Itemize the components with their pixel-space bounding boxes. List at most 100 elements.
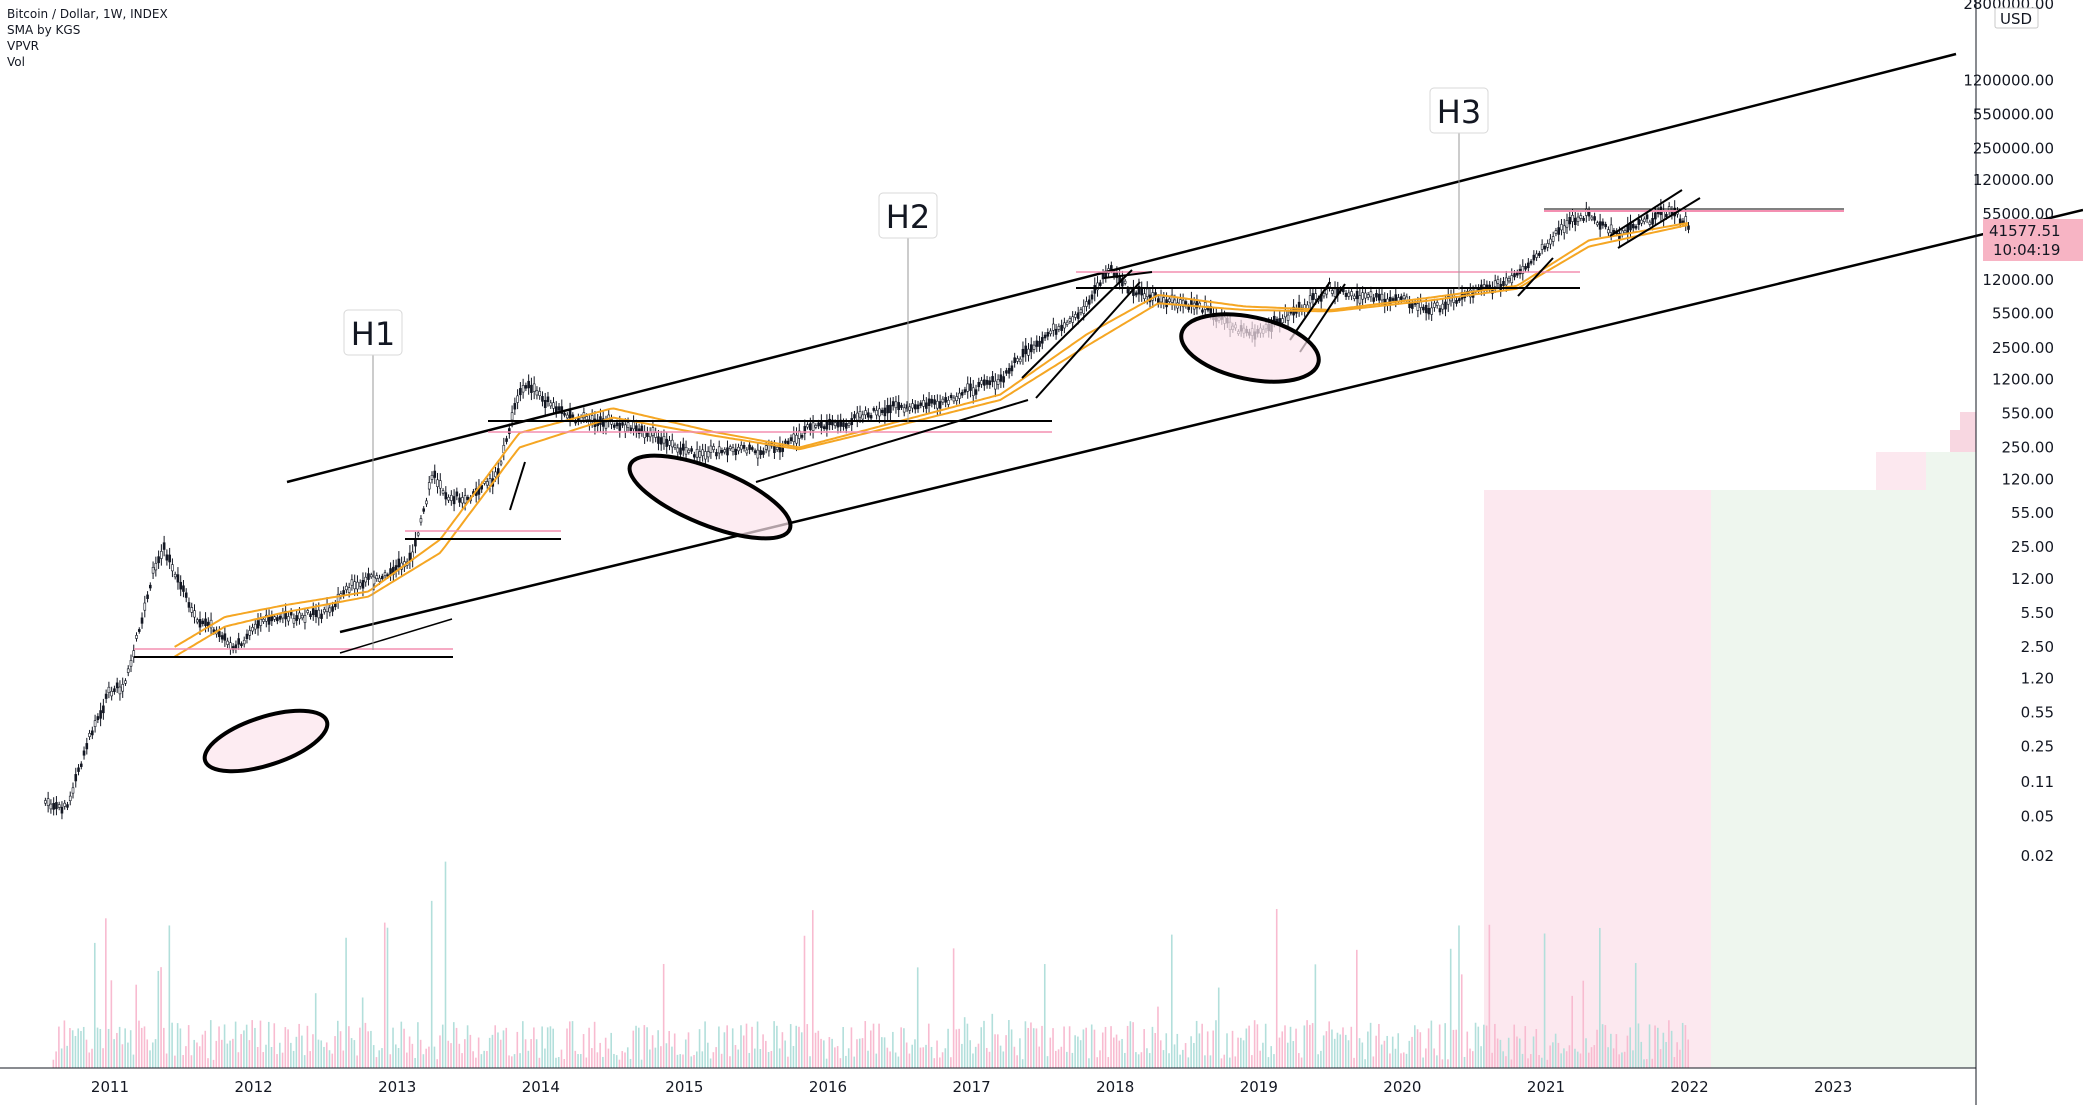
volume-bar [1016,1055,1018,1068]
candle-body [530,384,533,393]
time-axis[interactable]: 2011 2012 2013 2014 2015 2016 2017 2018 2019 2020… [91,1078,1852,1096]
volume-bar [593,1021,596,1068]
volume-bar [864,1021,867,1068]
candle-body [648,431,652,438]
sma-lines [174,222,1689,658]
candle-body [1604,223,1607,228]
volume-bar [599,1042,601,1068]
volume-bar [1604,1025,1607,1068]
candle-body [1016,358,1019,362]
candle-body [1515,272,1519,276]
candle-body [1057,326,1061,330]
candle-body [1527,262,1530,269]
volume-bar [753,1048,756,1068]
volume-bar [568,1021,571,1068]
candle-body [1060,324,1063,331]
candle-body [140,617,144,624]
volume-bar [1107,1057,1110,1068]
volume-bar [549,1026,552,1068]
candle-body [356,581,359,590]
time-tick-label: 2021 [1527,1078,1565,1096]
candle-body [1101,273,1105,280]
candle-body [963,389,967,393]
volume-bar [1245,1028,1248,1068]
candle-body [1496,279,1500,284]
indicator-sma[interactable]: SMA by KGS [7,23,81,37]
volume-bar [1170,934,1173,1068]
volume-bar [610,1032,612,1068]
volume-bar [1176,1033,1179,1068]
candle-body [1308,295,1312,304]
currency-box[interactable] [1994,7,2039,29]
indicator-vpvr[interactable]: VPVR [7,39,39,53]
volume-bar [350,1038,353,1068]
volume-bar [381,1048,383,1068]
volume-bar [1215,1020,1217,1068]
volume-bar [1270,1046,1272,1068]
candle-body [936,400,939,409]
volume-bar [740,1025,742,1068]
candle-body [1576,216,1580,222]
volume-bar [900,1027,902,1068]
candle-body [568,410,572,419]
candle-body [1005,370,1008,374]
volume-bar [1008,1020,1010,1068]
candle-body [173,573,177,578]
volume-bar [955,1029,958,1068]
volume-bar [961,1043,963,1068]
volume-bar [1124,1052,1126,1068]
h2-label: H2 [886,198,930,236]
candle-body [922,400,925,407]
volume-bar [317,1039,320,1068]
price-tick-label: 0.05 [2021,807,2054,825]
volume-bar [102,1048,104,1068]
candle-body [1380,293,1384,301]
candle-body [1375,293,1378,298]
symbol-title[interactable]: Bitcoin / Dollar, 1W, INDEX [7,7,168,21]
volume-bar [1057,1049,1060,1068]
volume-bar [1344,1034,1347,1068]
candle-body [146,594,149,599]
indicator-vol[interactable]: Vol [7,55,25,69]
volume-bar [1046,1056,1049,1068]
volume-bar [1320,1050,1322,1068]
volume-bar [1262,1042,1264,1068]
volume-bar [1212,1030,1215,1068]
volume-bar [1090,1024,1093,1068]
candle-body [726,447,729,456]
volume-bar [414,1057,416,1068]
candle-body [1353,295,1356,299]
volume-bar [1068,1026,1071,1068]
volume-bar [952,948,955,1068]
candle-body [44,800,47,804]
candle-body [933,399,936,405]
candle-body [759,450,762,455]
candle-body [549,402,553,407]
price-axis[interactable]: 2800000.001200000.00550000.00250000.0012… [1963,0,2054,865]
volume-bar [154,1039,157,1068]
volume-bar [1471,1051,1474,1068]
candle-body [1543,245,1547,250]
volume-bar [1499,1039,1502,1068]
volume-bar [1590,1047,1593,1068]
volume-bar [356,1055,358,1068]
candle-body [463,495,467,504]
volume-bar [256,1047,259,1068]
volume-bar [375,1057,378,1068]
volume-bar [1474,1022,1477,1068]
volume-bar [635,1025,637,1068]
candle-body [723,449,727,453]
candle-body [1361,292,1364,300]
volume-bar [823,1040,825,1068]
candle-body [314,609,318,617]
candle-body [91,730,94,736]
volume-bar [226,1043,229,1068]
volume-bar [657,1030,659,1068]
volume-bar [1524,1026,1527,1068]
volume-bar [140,1027,143,1068]
candle-body [1521,266,1525,274]
candle-body [1071,316,1074,323]
candle-body [63,802,67,807]
volume-bar [781,1032,784,1068]
candle-body [1665,213,1668,218]
